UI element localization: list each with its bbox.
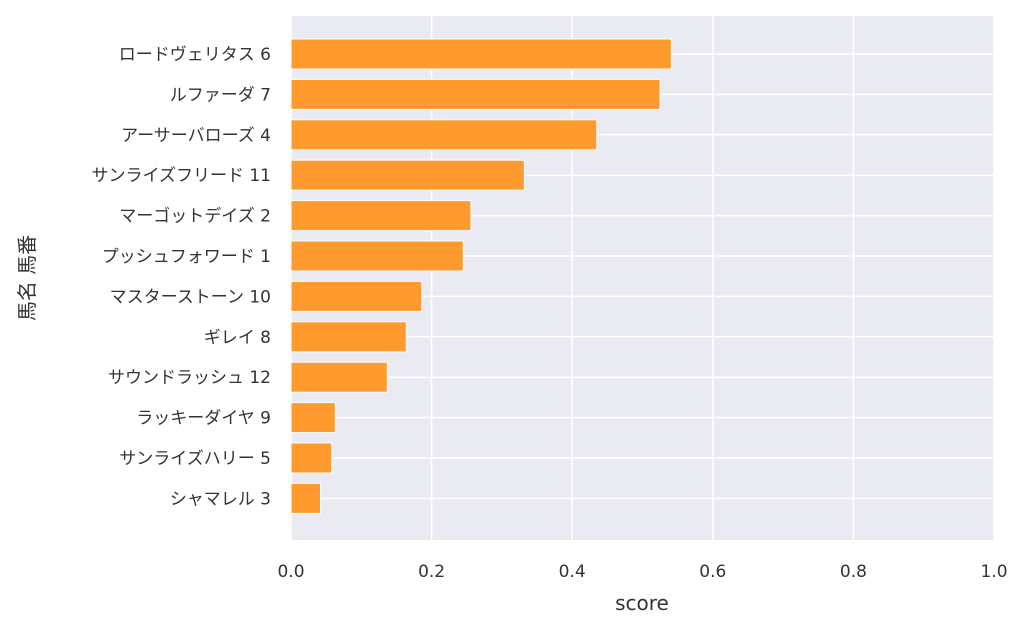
x-tick-label: 0.6 [699, 562, 726, 582]
bar [290, 482, 322, 514]
category-label: ギレイ 8 [204, 328, 271, 348]
bar [290, 442, 333, 474]
x-tick-labels: 0.0 0.2 0.4 0.6 0.8 1.0 [277, 562, 1007, 582]
category-label: サンライズフリード 11 [91, 166, 271, 186]
x-tick-label: 0.4 [559, 562, 586, 582]
bar [290, 38, 672, 70]
bar [290, 321, 407, 353]
category-labels: ロードヴェリタス 6 ルファーダ 7 アーサーバローズ 4 サンライズフリード 11 マ… [91, 45, 271, 509]
x-tick-label: 0.8 [840, 562, 867, 582]
bar [290, 361, 388, 393]
x-tick-label: 0.2 [418, 562, 445, 582]
category-label: ラッキーダイヤ 9 [136, 409, 271, 429]
category-label: アーサーバローズ 4 [121, 126, 271, 146]
bar [290, 78, 661, 110]
bars [290, 38, 672, 514]
bar [290, 402, 336, 434]
category-label: プッシュフォワード 1 [102, 247, 271, 267]
bar [290, 200, 472, 232]
x-tick-label: 1.0 [980, 562, 1007, 582]
bar [290, 159, 525, 191]
category-label: ロードヴェリタス 6 [119, 45, 271, 65]
category-label: マスターストーン 10 [110, 287, 271, 307]
y-axis-title: 馬名 馬番 [15, 235, 39, 321]
x-tick-label: 0.0 [277, 562, 304, 582]
bar [290, 280, 423, 312]
x-axis-title: score [615, 591, 669, 615]
category-label: マーゴットデイズ 2 [119, 206, 271, 227]
category-label: シャマレル 3 [170, 489, 271, 509]
bar [290, 240, 464, 272]
bar [290, 119, 598, 151]
category-label: ルファーダ 7 [170, 85, 271, 105]
category-label: サンライズハリー 5 [119, 449, 271, 469]
category-label: サウンドラッシュ 12 [108, 368, 271, 388]
